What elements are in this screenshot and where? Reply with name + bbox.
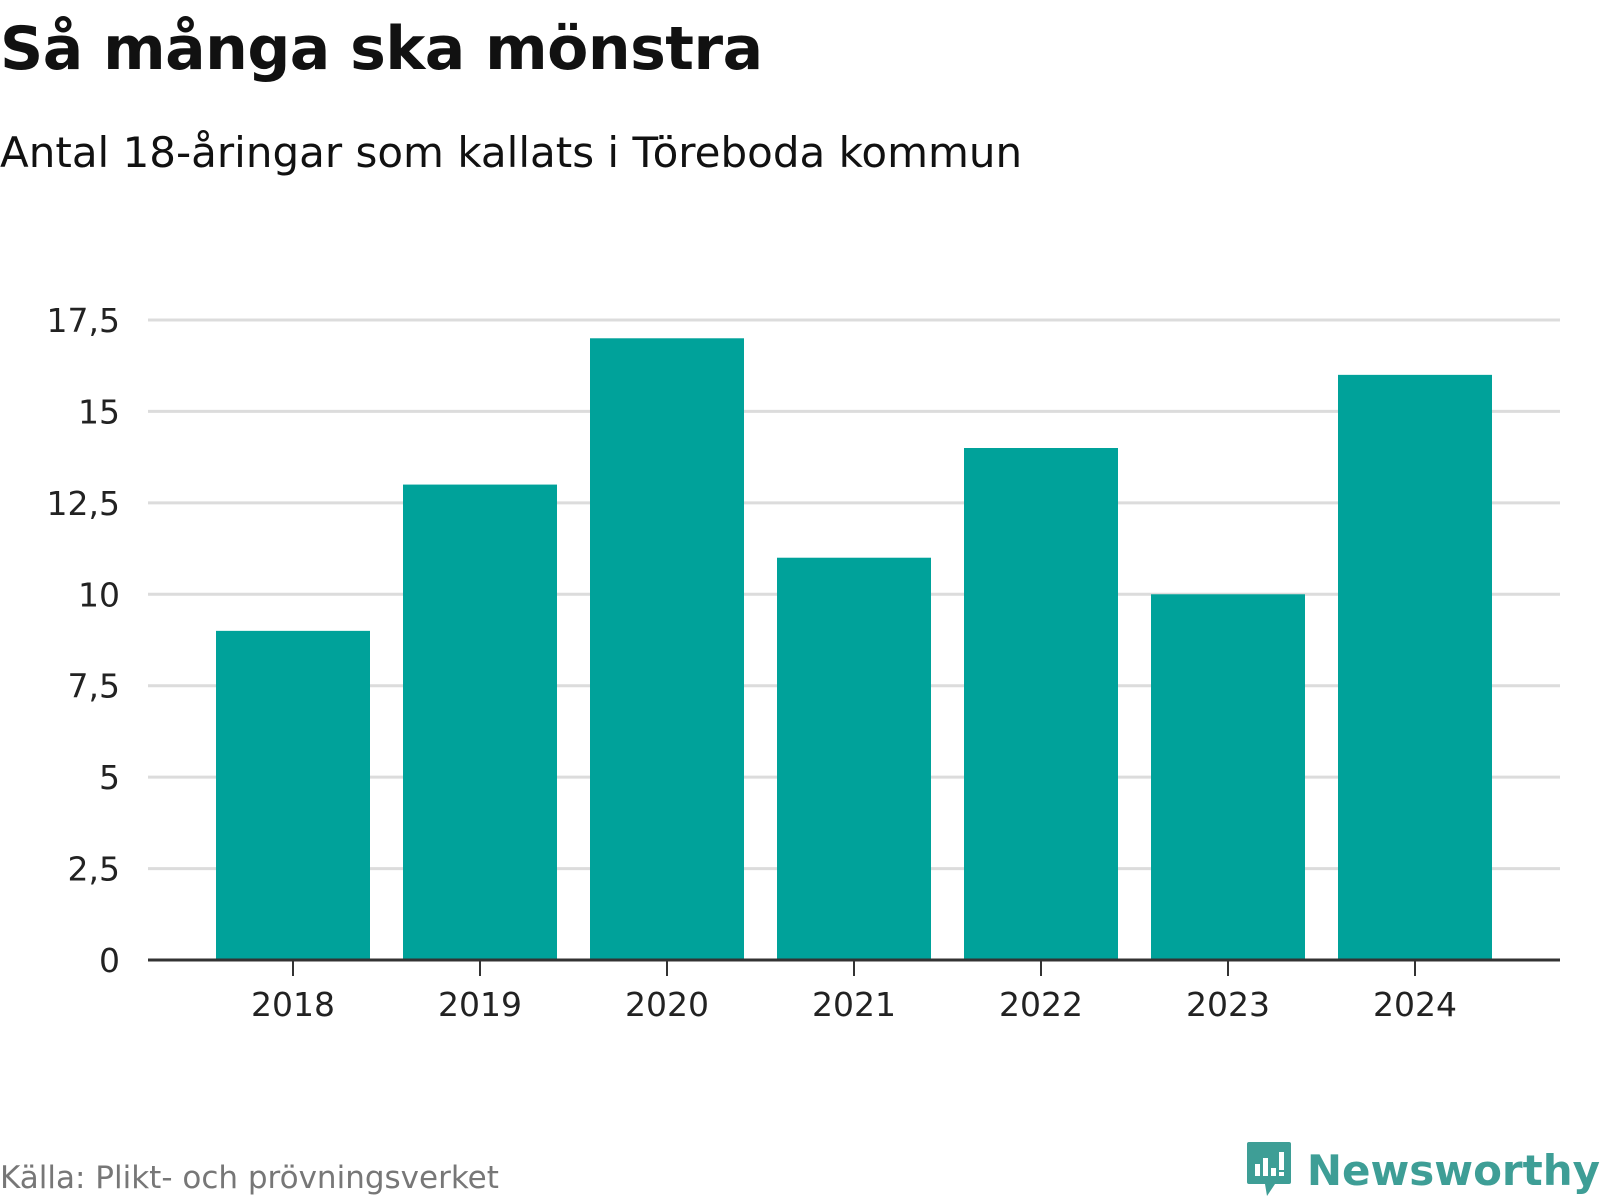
x-tick-label-2021: 2021 (812, 985, 896, 1024)
bar-2022[interactable] (964, 448, 1118, 960)
x-axis-labels: 2018 2019 2020 2021 2022 2023 2024 (251, 985, 1457, 1024)
bar-2020[interactable] (590, 338, 744, 960)
y-tick-label: 17,5 (47, 301, 120, 340)
bar-2024[interactable] (1338, 375, 1492, 960)
y-tick-label: 10 (78, 575, 120, 614)
y-tick-label: 0 (99, 941, 120, 980)
x-tick-label-2020: 2020 (625, 985, 709, 1024)
x-tick-label-2018: 2018 (251, 985, 335, 1024)
bar-2023[interactable] (1151, 594, 1305, 960)
y-tick-label: 15 (78, 392, 120, 431)
x-tick-label-2019: 2019 (438, 985, 522, 1024)
y-tick-label: 12,5 (47, 484, 120, 523)
x-tick-label-2022: 2022 (999, 985, 1083, 1024)
x-tick-label-2023: 2023 (1186, 985, 1270, 1024)
bar-2018[interactable] (216, 631, 370, 960)
source-note: Källa: Plikt- och prövningsverket (0, 1160, 499, 1196)
y-tick-label: 7,5 (68, 667, 120, 706)
newsworthy-logo: Newsworthy (1245, 1140, 1600, 1200)
newsworthy-logo-icon (1245, 1140, 1293, 1200)
y-tick-label: 5 (99, 758, 120, 797)
bar-chart: 0 2,5 5 7,5 10 12,5 15 17,5 2018 2019 2020 2021 202… (0, 0, 1600, 1200)
brand-name: Newsworthy (1307, 1146, 1600, 1195)
bar-2021[interactable] (777, 558, 931, 960)
bars (216, 338, 1492, 960)
x-tick-label-2024: 2024 (1373, 985, 1457, 1024)
bar-2019[interactable] (403, 485, 557, 960)
y-axis-labels: 0 2,5 5 7,5 10 12,5 15 17,5 (47, 301, 120, 980)
y-tick-label: 2,5 (68, 850, 120, 889)
x-axis (148, 960, 1560, 976)
